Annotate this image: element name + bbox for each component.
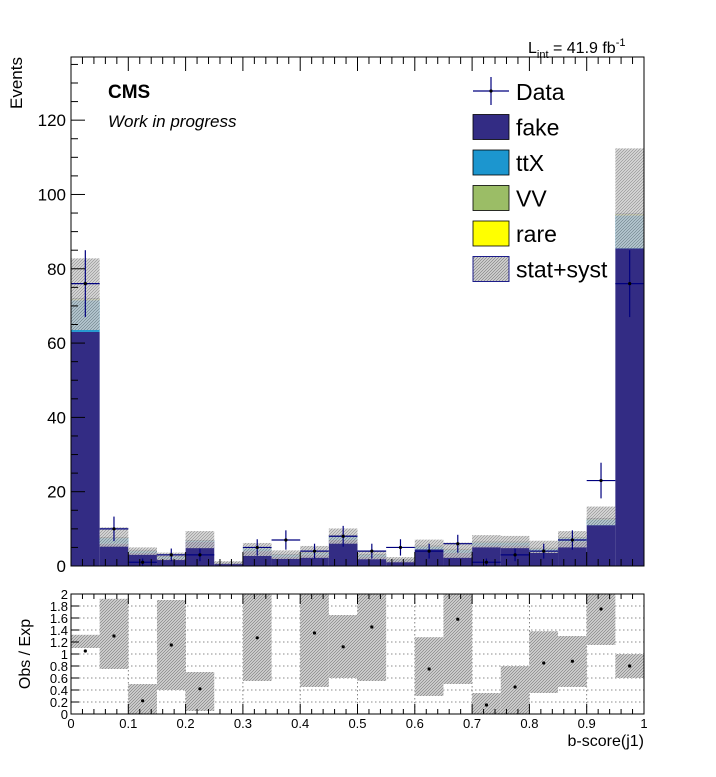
y-axis-label: Events <box>7 57 26 109</box>
uncertainty-bin <box>501 536 530 548</box>
y-tick-label: 100 <box>38 185 66 204</box>
ratio-point <box>542 661 545 664</box>
uncertainty-bin <box>386 557 415 562</box>
data-point <box>428 550 431 553</box>
legend-swatch-VV <box>473 186 509 211</box>
data-points <box>71 250 644 566</box>
uncertainty-bin <box>587 507 616 526</box>
bar-fake <box>71 332 100 566</box>
ratio-point <box>370 625 373 628</box>
ratio-point <box>342 645 345 648</box>
ratio-point <box>571 660 574 663</box>
legend-label: stat+syst <box>516 257 608 283</box>
ratio-band-bin <box>587 594 616 645</box>
data-point <box>170 553 173 556</box>
cms-label: CMS <box>108 82 150 103</box>
ratio-point <box>84 649 87 652</box>
ratio-point <box>256 636 259 639</box>
uncertainty-bin <box>472 535 501 547</box>
legend-swatch-ttX <box>473 150 509 175</box>
ratio-x-tick-label: 0.3 <box>234 716 252 731</box>
legend-label: VV <box>516 186 547 212</box>
data-point <box>198 553 201 556</box>
y-tick-label: 80 <box>47 260 66 279</box>
ratio-x-tick-label: 0.2 <box>177 716 195 731</box>
uncertainty-bin <box>272 550 301 559</box>
ratio-point <box>485 703 488 706</box>
ratio-band-bin <box>443 594 472 684</box>
data-point <box>84 282 87 285</box>
legend-label: rare <box>516 221 557 247</box>
ratio-x-tick-label: 0.5 <box>348 716 366 731</box>
legend-swatch-rare <box>473 221 509 246</box>
ratio-x-tick-label: 0.9 <box>578 716 596 731</box>
data-point <box>571 538 574 541</box>
ratio-x-tick-label: 0.8 <box>520 716 538 731</box>
uncertainty-bin <box>128 547 157 554</box>
legend-data-dot <box>489 89 492 92</box>
ratio-point <box>513 685 516 688</box>
ratio-band-bin <box>100 599 129 669</box>
ratio-x-tick-label: 1 <box>640 716 647 731</box>
legend-swatch-fake <box>473 115 509 140</box>
data-point <box>370 550 373 553</box>
data-point <box>284 538 287 541</box>
ratio-x-tick-label: 0 <box>67 716 74 731</box>
data-point <box>513 553 516 556</box>
y-tick-label: 20 <box>47 483 66 502</box>
ratio-band-bin <box>186 672 215 711</box>
data-point <box>313 550 316 553</box>
legend-label: fake <box>516 115 559 141</box>
ratio-x-tick-label: 0.4 <box>291 716 309 731</box>
ratio-y-axis-label: Obs / Exp <box>17 619 34 689</box>
data-point <box>628 282 631 285</box>
ratio-point <box>141 699 144 702</box>
ratio-y-tick-label: 2 <box>61 587 68 602</box>
bar-fake <box>100 544 129 566</box>
y-tick-label: 120 <box>38 111 66 130</box>
legend-label: Data <box>516 79 565 105</box>
ratio-band-bin <box>415 637 444 696</box>
ratio-x-tick-label: 0.1 <box>119 716 137 731</box>
data-point <box>599 479 602 482</box>
legend-swatch-uncertainty <box>473 257 509 282</box>
ratio-band-bin <box>128 684 157 714</box>
data-point <box>342 535 345 538</box>
uncertainty-bin <box>615 148 644 248</box>
ratio-point <box>198 687 201 690</box>
data-point <box>256 546 259 549</box>
ratio-point <box>628 664 631 667</box>
ratio-x-tick-label: 0.7 <box>463 716 481 731</box>
ratio-band-bin <box>300 594 329 687</box>
ratio-x-tick-label: 0.6 <box>406 716 424 731</box>
y-tick-label: 40 <box>47 408 66 427</box>
ratio-band-bin <box>358 594 387 681</box>
y-tick-label: 60 <box>47 334 66 353</box>
work-in-progress-label: Work in progress <box>108 112 237 131</box>
ratio-point <box>456 618 459 621</box>
ratio-band-bin <box>501 666 530 714</box>
y-tick-label: 0 <box>57 557 66 576</box>
ratio-point <box>428 667 431 670</box>
data-point <box>399 546 402 549</box>
ratio-point <box>170 643 173 646</box>
uncertainty-bin <box>186 531 215 548</box>
legend-label: ttX <box>516 150 544 176</box>
data-point <box>112 527 115 530</box>
ratio-point <box>313 631 316 634</box>
ratio-uncertainty-band <box>71 594 644 714</box>
data-point <box>456 542 459 545</box>
ratio-point <box>599 607 602 610</box>
ratio-point <box>112 634 115 637</box>
bar-fake <box>587 525 616 566</box>
uncertainty-band <box>71 148 644 564</box>
ratio-band-bin <box>71 635 100 648</box>
legend: Data fake ttX VV rare stat+syst <box>473 77 608 283</box>
uncertainty-bin <box>214 561 243 564</box>
data-point <box>542 550 545 553</box>
data-point <box>485 561 488 564</box>
x-axis-label: b-score(j1) <box>568 733 644 750</box>
data-point <box>141 561 144 564</box>
